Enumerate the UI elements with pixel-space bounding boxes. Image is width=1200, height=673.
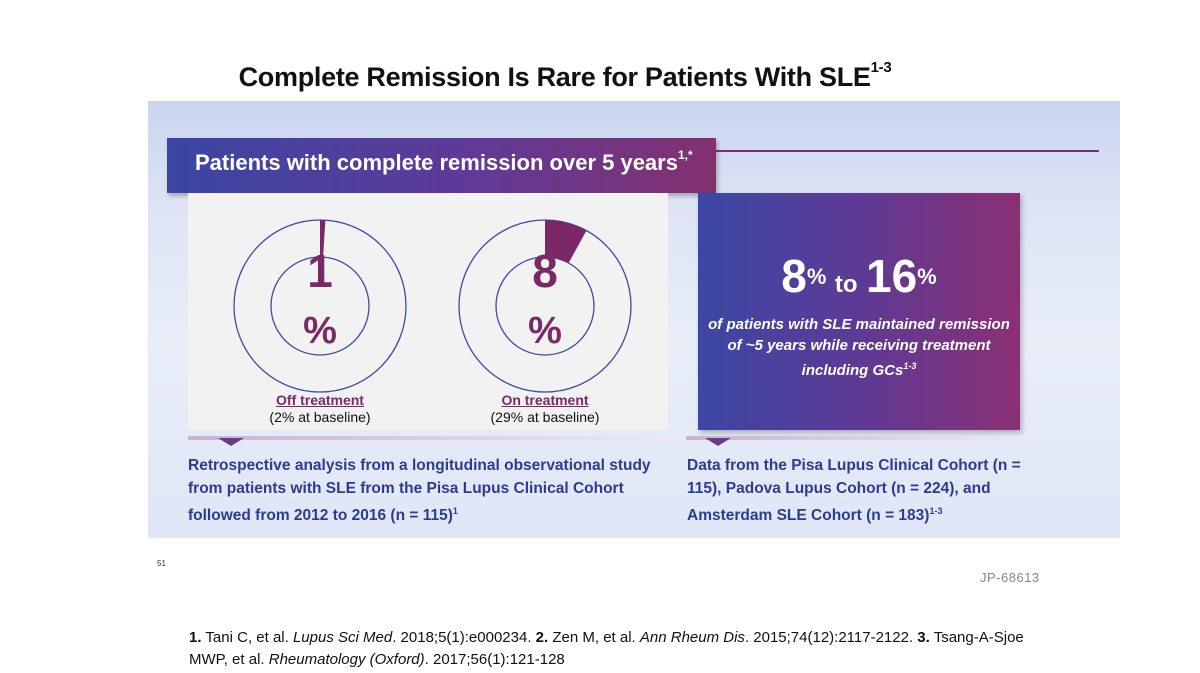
donut-sublabel-off: (2% at baseline) — [269, 409, 371, 425]
reference-item: 1. Tani C, et al. Lupus Sci Med. 2018;5(… — [189, 629, 536, 646]
donut-segment-on — [545, 220, 587, 264]
reference-item: 3. Tsang-A-Sjoe MWP, et al. Rheumatology… — [189, 629, 1024, 668]
reference-item: 2. Zen M, et al. Ann Rheum Dis. 2015;74(… — [535, 629, 918, 646]
donut-unit: % — [528, 310, 562, 352]
divider-left — [188, 436, 668, 440]
pointer-left-icon — [218, 438, 244, 446]
donut-chart-area: 1 % Off treatment (2% at baseline) 8 % O… — [188, 193, 668, 430]
slide-title: Complete Remission Is Rare for Patients … — [238, 59, 892, 92]
page-number: 51 — [157, 559, 166, 568]
donut-value: 1 — [307, 245, 333, 297]
stat-high-unit: % — [917, 263, 937, 289]
donut-unit: % — [303, 310, 337, 352]
job-code: JP-68613 — [980, 570, 1040, 585]
donut-on-svg — [458, 219, 632, 393]
right-description: Data from the Pisa Lupus Clinical Cohort… — [687, 457, 1021, 525]
donut-segment-off — [320, 220, 326, 258]
donut-sublabel-on: (29% at baseline) — [490, 409, 600, 425]
divider-right — [686, 436, 1024, 440]
section-banner: Patients with complete remission over 5 … — [167, 138, 716, 193]
stat-low: 8 — [781, 250, 807, 302]
donut-label-off: Off treatment — [276, 392, 364, 408]
pointer-right-icon — [705, 438, 731, 446]
stat-low-unit: % — [806, 263, 827, 289]
donut-value: 8 — [532, 245, 558, 297]
stat-high: 16 — [865, 250, 918, 302]
banner-rule — [716, 150, 1099, 152]
left-description: Retrospective analysis from a longitudin… — [188, 457, 651, 525]
donut-on-treatment: 8 % — [445, 206, 645, 406]
donut-off-treatment: 1 % — [220, 206, 420, 406]
stat-to: to — [834, 271, 858, 298]
stat-description: of patients with SLE maintained remissio… — [708, 316, 1010, 379]
stat-highlight-box: 8% to 16% of patients with SLE maintaine… — [698, 193, 1020, 430]
references: 1. Tani C, et al. Lupus Sci Med. 2018;5(… — [189, 627, 1029, 671]
donut-label-on: On treatment — [501, 392, 589, 408]
banner-heading: Patients with complete remission over 5 … — [195, 147, 693, 175]
donut-off-svg — [233, 219, 407, 393]
stat-range: 8% to 16% — [698, 253, 1020, 299]
